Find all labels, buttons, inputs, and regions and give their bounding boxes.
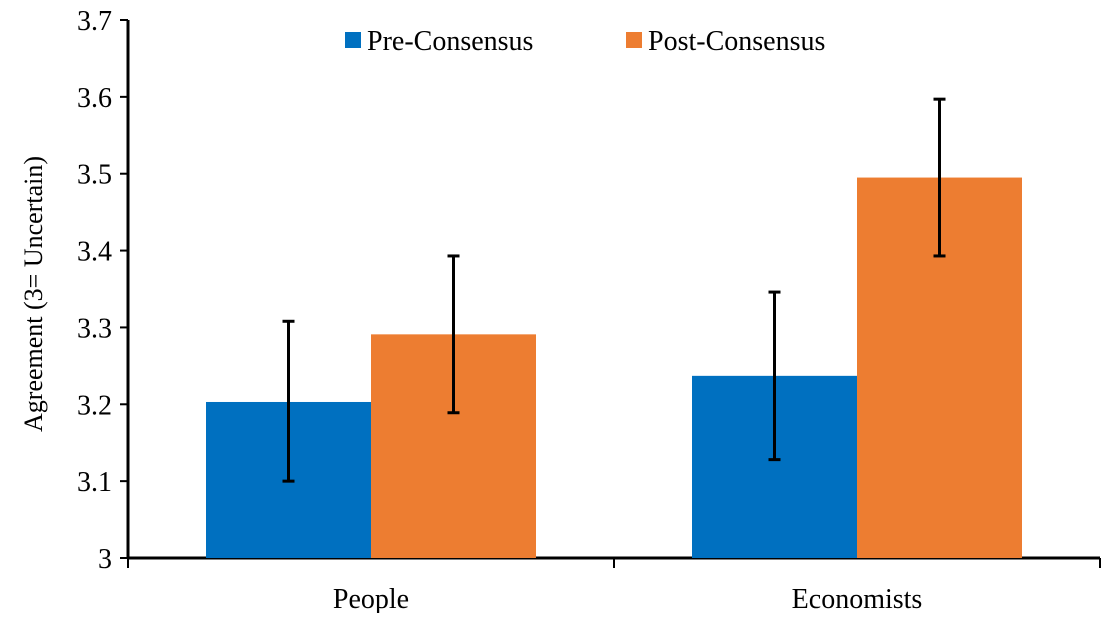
y-tick-label: 3.3 [77, 313, 112, 344]
y-tick-label: 3.4 [77, 237, 112, 268]
y-tick-label: 3.1 [77, 467, 112, 498]
legend-swatch [345, 32, 361, 48]
y-tick-label: 3.7 [77, 6, 112, 37]
x-category-label: Economists [792, 584, 923, 613]
y-tick-label: 3.6 [77, 83, 112, 114]
legend-label: Pre-Consensus [367, 26, 533, 57]
y-axis-label: Agreement (3= Uncertain) [19, 156, 48, 432]
y-tick-label: 3 [98, 544, 112, 575]
x-category-label: People [333, 584, 409, 613]
legend-swatch [626, 32, 642, 48]
y-tick-label: 3.2 [77, 390, 112, 421]
legend-label: Post-Consensus [648, 26, 825, 57]
y-tick-label: 3.5 [77, 160, 112, 191]
